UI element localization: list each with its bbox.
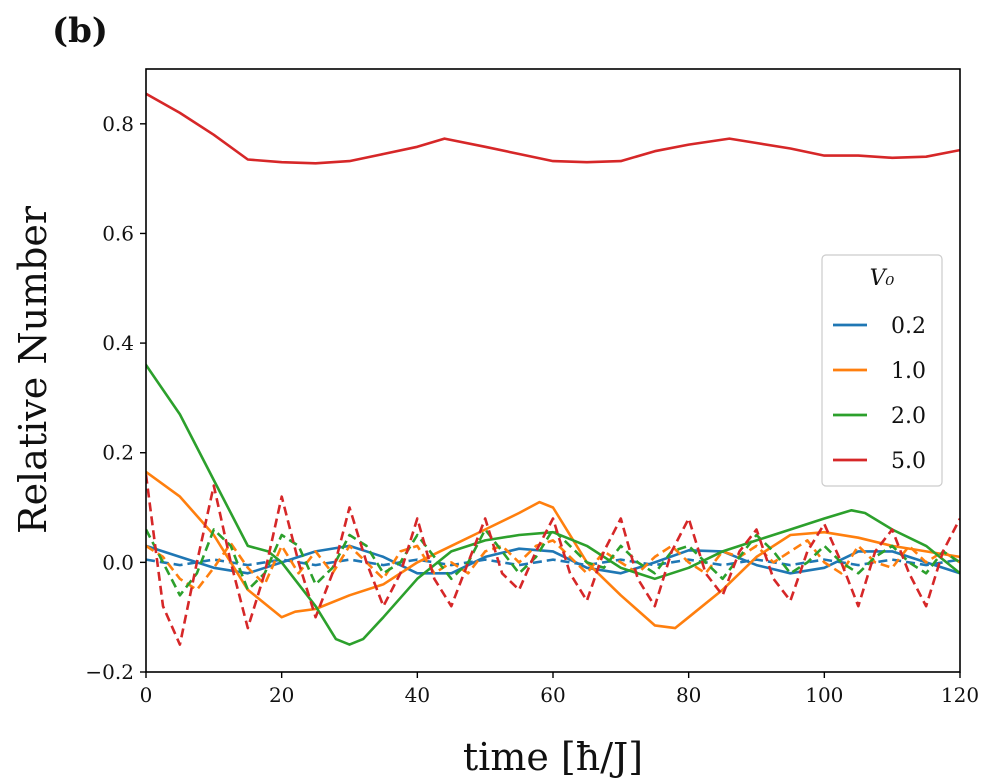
legend-label: 0.2 bbox=[891, 314, 926, 339]
series-line-v0-1-0-solid bbox=[146, 470, 960, 630]
y-tick-label: 0.6 bbox=[102, 221, 134, 245]
x-tick-label: 0 bbox=[140, 683, 153, 707]
series-line-v0-2-0-solid bbox=[146, 363, 960, 646]
series-line-v0-0-2-dashed bbox=[146, 558, 960, 567]
y-tick-label: 0.2 bbox=[102, 441, 134, 465]
series-line-v0-5-0-solid bbox=[146, 92, 960, 165]
legend-label: 5.0 bbox=[891, 449, 926, 474]
legend-title: V₀ bbox=[870, 266, 895, 291]
y-tick-label: 0.4 bbox=[102, 331, 134, 355]
y-tick-label: −0.2 bbox=[85, 660, 134, 684]
x-tick-label: 80 bbox=[676, 683, 701, 707]
series-line-v0-2-0-dashed bbox=[146, 528, 960, 597]
panel-label: (b) bbox=[52, 11, 108, 51]
x-tick-label: 60 bbox=[540, 683, 565, 707]
x-tick-label: 20 bbox=[269, 683, 294, 707]
legend: V₀ 0.2 1.0 2.0 5.0 bbox=[821, 254, 943, 487]
x-tick-label: 40 bbox=[405, 683, 430, 707]
x-axis-title: time [ħ/J] bbox=[463, 735, 643, 779]
x-axis: 0 20 40 60 80 100 120 bbox=[140, 672, 979, 707]
x-tick-label: 120 bbox=[941, 683, 979, 707]
y-tick-label: 0.8 bbox=[102, 112, 134, 136]
y-axis: −0.2 0.0 0.2 0.4 0.6 0.8 bbox=[85, 112, 146, 684]
series-line-v0-1-0-dashed bbox=[146, 539, 960, 592]
series-line-v0-5-0-dashed bbox=[146, 474, 960, 646]
series-layer bbox=[146, 92, 960, 646]
x-tick-label: 100 bbox=[805, 683, 843, 707]
y-tick-label: 0.0 bbox=[102, 550, 134, 574]
legend-label: 2.0 bbox=[891, 404, 926, 429]
legend-label: 1.0 bbox=[891, 359, 926, 384]
legend-box bbox=[821, 254, 943, 487]
legend-entries: 0.2 1.0 2.0 5.0 bbox=[833, 314, 926, 474]
y-axis-title: Relative Number bbox=[11, 205, 55, 534]
